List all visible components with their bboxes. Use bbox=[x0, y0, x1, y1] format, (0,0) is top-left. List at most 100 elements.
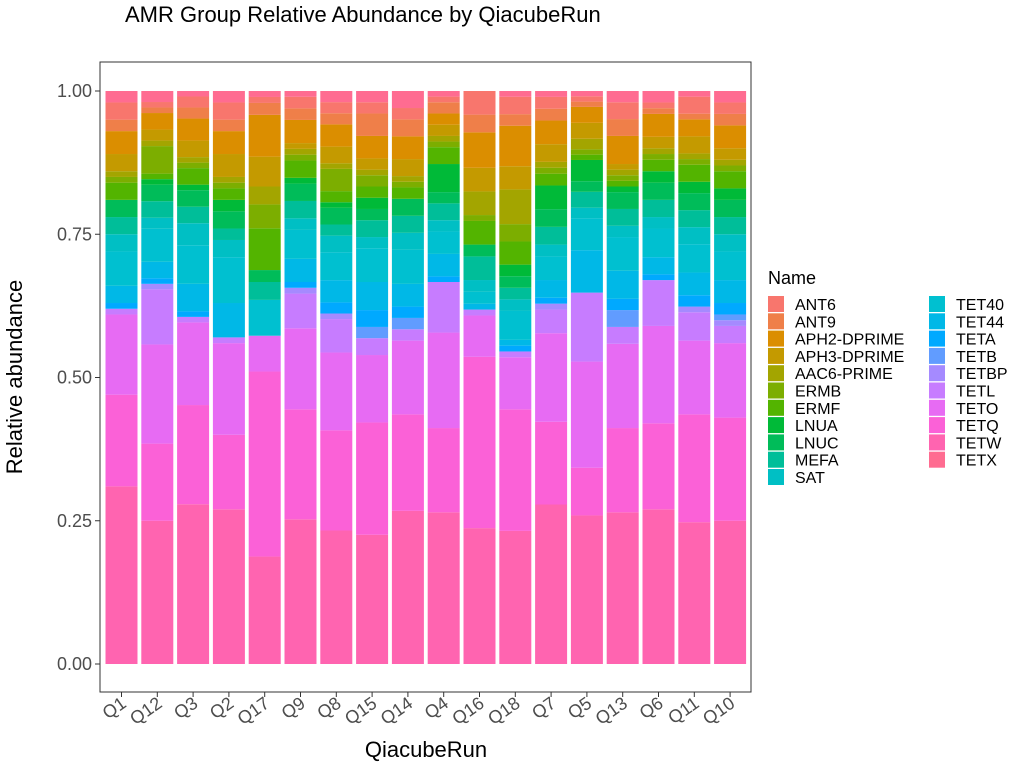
bar-segment-Q2-TETL bbox=[212, 337, 245, 344]
bar-segment-Q14-APH2-DPRIME bbox=[391, 136, 424, 160]
bar-segment-Q4-TET40 bbox=[427, 231, 460, 254]
legend-label-ANT9: ANT9 bbox=[795, 314, 836, 331]
bar-segment-Q6-LNUA bbox=[642, 171, 675, 183]
bar-segment-Q3-TETX bbox=[177, 91, 210, 97]
bar-segment-Q13-MEFA bbox=[606, 208, 639, 226]
bar-segment-Q1-TETW bbox=[105, 486, 138, 664]
bar-segment-Q13-TETW bbox=[606, 512, 639, 664]
legend-swatch-TETO bbox=[929, 399, 945, 416]
bar-segment-Q4-LNUC bbox=[427, 192, 460, 204]
bar-segment-Q10-TETW bbox=[714, 520, 747, 664]
bar-segment-Q2-AAC6-PRIME bbox=[212, 176, 245, 183]
legend-label-AAC6-PRIME: AAC6-PRIME bbox=[795, 366, 893, 383]
bar-segment-Q10-APH3-DPRIME bbox=[714, 148, 747, 160]
bar-segment-Q10-TET40 bbox=[714, 251, 747, 281]
bar-segment-Q7-TETO bbox=[535, 333, 568, 422]
bar-segment-Q13-ERMB bbox=[606, 175, 639, 181]
bar-segment-Q13-TETO bbox=[606, 343, 639, 429]
bar-segment-Q6-TETA bbox=[642, 274, 675, 281]
bar-segment-Q15-TETX bbox=[356, 91, 389, 103]
bar-segment-Q10-TETQ bbox=[714, 417, 747, 521]
legend-swatch-SAT bbox=[768, 469, 784, 485]
x-tick-label: Q17 bbox=[234, 693, 273, 729]
bar-segment-Q10-ANT9 bbox=[714, 113, 747, 126]
bar-segment-Q13-ANT9 bbox=[606, 119, 639, 136]
bar-segment-Q16-AAC6-PRIME bbox=[463, 191, 496, 216]
bar-segment-Q7-TETX bbox=[535, 91, 568, 97]
bar-segment-Q10-TETA bbox=[714, 303, 747, 315]
bar-segment-Q1-TETX bbox=[105, 91, 138, 103]
bar-segment-Q12-TETBP bbox=[141, 283, 174, 290]
bar-segment-Q17-TETO bbox=[248, 335, 281, 372]
bar-segment-Q7-LNUC bbox=[535, 209, 568, 227]
bar-segment-Q6-ERMF bbox=[642, 159, 675, 172]
bar-segment-Q15-MEFA bbox=[356, 220, 389, 238]
bar-segment-Q12-AAC6-PRIME bbox=[141, 140, 174, 147]
bar-segment-Q5-AAC6-PRIME bbox=[570, 138, 603, 150]
bar-segment-Q5-APH2-DPRIME bbox=[570, 106, 603, 123]
bar-segment-Q14-AAC6-PRIME bbox=[391, 176, 424, 182]
bar-segment-Q16-ERMF bbox=[463, 220, 496, 245]
bar-segment-Q18-TETW bbox=[499, 530, 532, 664]
bar-segment-Q11-APH3-DPRIME bbox=[678, 136, 711, 154]
bar-segment-Q7-APH2-DPRIME bbox=[535, 120, 568, 145]
bar-segment-Q12-APH3-DPRIME bbox=[141, 129, 174, 141]
bar-segment-Q8-TETL bbox=[320, 319, 353, 353]
x-tick-label: Q11 bbox=[664, 693, 702, 728]
bar-segment-Q13-TETQ bbox=[606, 428, 639, 513]
bar-segment-Q8-TETQ bbox=[320, 430, 353, 531]
legend-label-TET44: TET44 bbox=[956, 314, 1004, 331]
bar-segment-Q14-TETW bbox=[391, 510, 424, 664]
bar-segment-Q1-ANT9 bbox=[105, 119, 138, 132]
bar-segment-Q1-TETO bbox=[105, 314, 138, 395]
x-tick-label: Q10 bbox=[699, 693, 738, 729]
bar-segment-Q14-TET44 bbox=[391, 283, 424, 307]
bar-segment-Q16-APH3-DPRIME bbox=[463, 167, 496, 192]
bar-segment-Q2-ERMB bbox=[212, 182, 245, 189]
bar-segment-Q9-TETL bbox=[284, 293, 317, 329]
bar-segment-Q10-TETB bbox=[714, 314, 747, 321]
bar-segment-Q4-AAC6-PRIME bbox=[427, 135, 460, 142]
bar-segment-Q12-TETL bbox=[141, 289, 174, 345]
bar-segment-Q8-AAC6-PRIME bbox=[320, 163, 353, 169]
x-tick-label: Q15 bbox=[341, 693, 380, 729]
bar-segment-Q12-TETX bbox=[141, 91, 174, 103]
bar-segment-Q18-LNUC bbox=[499, 276, 532, 288]
legend-label-APH3-DPRIME: APH3-DPRIME bbox=[795, 349, 904, 366]
bar-segment-Q11-APH2-DPRIME bbox=[678, 119, 711, 137]
legend-swatch-TETQ bbox=[929, 417, 945, 434]
bar-segment-Q2-TETW bbox=[212, 509, 245, 664]
legend-swatch-ERMB bbox=[768, 382, 784, 399]
bar-segment-Q18-APH2-DPRIME bbox=[499, 125, 532, 167]
bar-segment-Q13-TETL bbox=[606, 326, 639, 344]
legend-swatch-TET40 bbox=[929, 296, 945, 312]
bar-segment-Q4-TETO bbox=[427, 332, 460, 429]
bar-segment-Q8-TETO bbox=[320, 352, 353, 431]
legend-label-TETBP: TETBP bbox=[956, 366, 1008, 383]
x-tick-label: Q13 bbox=[592, 693, 631, 729]
y-tick-label: 0.25 bbox=[57, 511, 92, 531]
bar-segment-Q7-LNUA bbox=[535, 185, 568, 210]
bar-segment-Q8-TET44 bbox=[320, 280, 353, 303]
bar-segment-Q12-LNUA bbox=[141, 179, 174, 185]
legend-swatch-TETX bbox=[929, 451, 945, 468]
legend-swatch-ERMF bbox=[768, 399, 784, 416]
y-tick-label: 1.00 bbox=[57, 81, 92, 101]
bar-segment-Q18-ERMF bbox=[499, 241, 532, 265]
legend-label-APH2-DPRIME: APH2-DPRIME bbox=[795, 332, 904, 349]
bar-segment-Q5-TET40 bbox=[570, 218, 603, 251]
bar-segment-Q6-ANT6 bbox=[642, 102, 675, 109]
bar-segment-Q14-TETQ bbox=[391, 414, 424, 511]
bar-segment-Q9-MEFA bbox=[284, 200, 317, 219]
bar-segment-Q17-ERMB bbox=[248, 204, 281, 229]
bar-segment-Q9-AAC6-PRIME bbox=[284, 148, 317, 155]
bar-segment-Q6-TETQ bbox=[642, 423, 675, 510]
bar-segment-Q14-TETX bbox=[391, 91, 424, 109]
bar-segment-Q2-ANT6 bbox=[212, 102, 245, 120]
x-tick-label: Q6 bbox=[636, 693, 667, 723]
bar-segment-Q3-APH2-DPRIME bbox=[177, 118, 210, 141]
bar-segment-Q14-MEFA bbox=[391, 215, 424, 233]
bar-segment-Q6-TETO bbox=[642, 325, 675, 424]
bar-segment-Q5-LNUC bbox=[570, 181, 603, 192]
